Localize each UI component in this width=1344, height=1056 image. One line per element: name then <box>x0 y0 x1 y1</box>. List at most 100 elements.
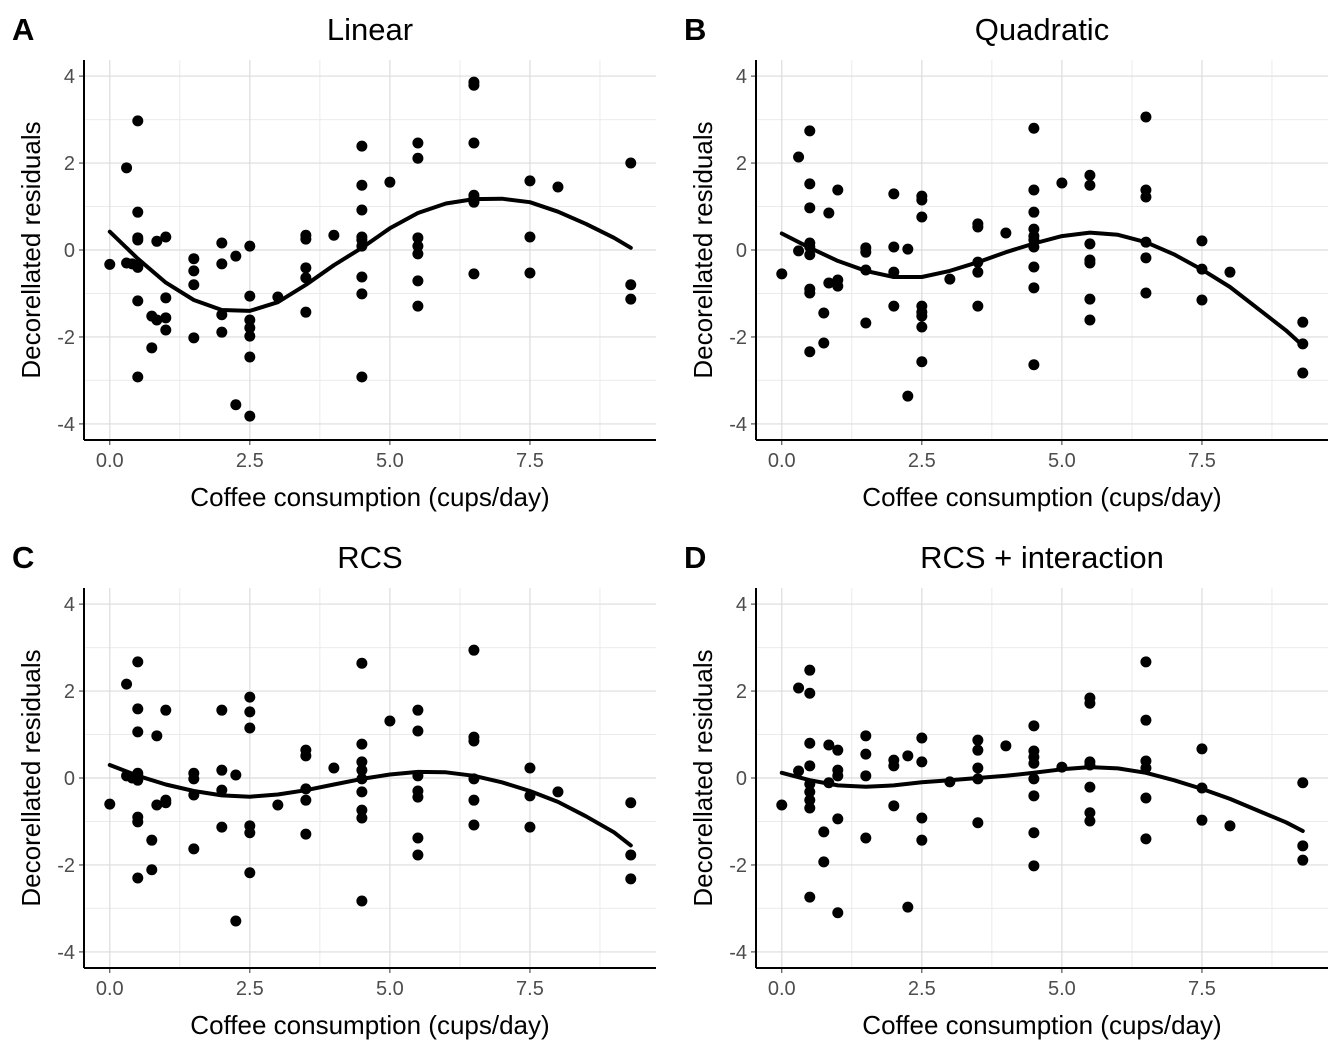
data-point <box>804 891 816 903</box>
data-point <box>412 849 424 861</box>
data-point <box>244 827 256 839</box>
data-point <box>300 794 312 806</box>
data-point <box>412 248 424 260</box>
data-point <box>902 750 914 762</box>
data-point <box>972 762 984 774</box>
data-point <box>230 399 242 411</box>
data-point <box>356 738 368 750</box>
x-tick-label: 5.0 <box>376 450 404 472</box>
data-point <box>625 873 637 885</box>
x-axis-label: Coffee consumption (cups/day) <box>862 482 1221 512</box>
data-point <box>356 764 368 776</box>
x-axis-label: Coffee consumption (cups/day) <box>190 482 549 512</box>
y-axis-label: Decorellated residuals <box>688 121 718 378</box>
data-point <box>524 821 536 833</box>
panel-title: RCS + interaction <box>920 540 1164 575</box>
fit-curve <box>107 763 633 848</box>
data-point <box>132 234 144 246</box>
y-tick-label: 2 <box>64 153 75 175</box>
panel-tag: A <box>12 12 34 47</box>
data-point <box>1084 697 1096 709</box>
data-point <box>972 266 984 278</box>
data-point <box>972 817 984 829</box>
data-point <box>823 739 835 751</box>
x-tick-label: 5.0 <box>1048 978 1076 1000</box>
data-point <box>468 79 480 91</box>
data-point <box>132 816 144 828</box>
data-point <box>160 312 172 324</box>
data-point <box>1140 833 1152 845</box>
data-point <box>818 826 830 838</box>
data-point <box>524 762 536 774</box>
data-point <box>468 268 480 280</box>
x-tick-label: 2.5 <box>236 450 264 472</box>
data-point <box>972 744 984 756</box>
data-point <box>412 791 424 803</box>
y-tick-label: 4 <box>736 66 747 88</box>
data-point <box>1084 314 1096 326</box>
data-point <box>160 797 172 809</box>
x-axis-label: Coffee consumption (cups/day) <box>190 1010 549 1040</box>
data-point <box>1028 261 1040 273</box>
y-tick-label: -4 <box>57 414 75 436</box>
data-point <box>902 901 914 913</box>
data-point <box>916 310 928 322</box>
data-point <box>356 179 368 191</box>
data-point <box>832 184 844 196</box>
data-point <box>1084 815 1096 827</box>
data-point <box>244 290 256 302</box>
data-point <box>216 258 228 270</box>
data-point <box>300 750 312 762</box>
y-tick-label: -4 <box>729 942 747 964</box>
data-point <box>1224 266 1236 278</box>
data-point <box>860 246 872 258</box>
data-point <box>412 300 424 312</box>
y-tick-label: 4 <box>64 66 75 88</box>
data-point <box>804 802 816 814</box>
data-point <box>132 656 144 668</box>
data-point <box>804 687 816 699</box>
data-point <box>1028 122 1040 134</box>
data-point <box>625 293 637 305</box>
y-tick-label: 4 <box>736 594 747 616</box>
data-point <box>1140 191 1152 203</box>
data-point <box>625 157 637 169</box>
data-point <box>793 765 805 777</box>
data-point <box>356 804 368 816</box>
data-point <box>132 295 144 307</box>
data-point <box>216 704 228 716</box>
data-point <box>776 799 788 811</box>
x-tick-label: 2.5 <box>908 978 936 1000</box>
data-point <box>216 784 228 796</box>
data-point <box>793 682 805 694</box>
data-point <box>356 786 368 798</box>
y-tick-label: -2 <box>57 855 75 877</box>
data-point <box>244 240 256 252</box>
data-point <box>328 229 340 241</box>
data-point <box>188 773 200 785</box>
y-tick-label: 0 <box>64 768 75 790</box>
data-point <box>832 813 844 825</box>
data-point <box>160 704 172 716</box>
data-point <box>356 812 368 824</box>
data-point <box>916 194 928 206</box>
data-point <box>1028 757 1040 769</box>
y-tick-label: 0 <box>736 768 747 790</box>
panel-b: 0.0 2.5 5.0 7.5 -4 -2 0 2 4 B Quadratic Coffee cons… <box>684 12 1328 512</box>
data-point <box>1297 777 1309 789</box>
data-point <box>1056 177 1068 189</box>
data-point <box>916 356 928 368</box>
data-point <box>832 744 844 756</box>
data-point <box>524 267 536 279</box>
data-point <box>916 812 928 824</box>
data-point <box>356 371 368 383</box>
data-point <box>832 280 844 292</box>
panel-c: 0.0 2.5 5.0 7.5 -4 -2 0 2 4 C RCS Coffee consumptio… <box>12 540 656 1040</box>
data-point <box>1297 316 1309 328</box>
data-point <box>384 176 396 188</box>
data-point <box>468 644 480 656</box>
data-point <box>151 235 163 247</box>
data-point <box>188 332 200 344</box>
data-point <box>104 798 116 810</box>
data-point <box>132 115 144 127</box>
